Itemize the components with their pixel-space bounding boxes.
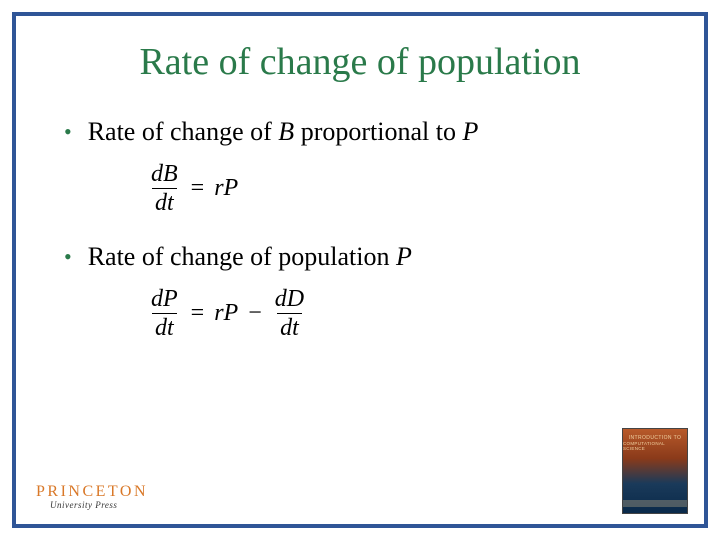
princeton-subtitle: University Press — [50, 500, 148, 510]
bullet-dot-icon: • — [64, 241, 72, 273]
bullet-2-var-p: P — [396, 242, 412, 271]
eq1-fraction: dB dt — [148, 162, 181, 215]
eq2-rhs-numerator: dD — [272, 287, 307, 313]
bullet-2: • Rate of change of population P — [64, 241, 664, 273]
eq2-lhs-denominator: dt — [152, 313, 177, 340]
eq2-equals: = — [187, 300, 209, 327]
bullet-dot-icon: • — [64, 116, 72, 148]
eq2-mid: rP — [214, 300, 238, 327]
eq2-rhs-denominator: dt — [277, 313, 302, 340]
bullet-1-pre: Rate of change of — [88, 117, 279, 146]
eq2-fraction-rhs: dD dt — [272, 287, 307, 340]
slide-title: Rate of change of population — [16, 40, 704, 84]
bullet-1-var-p: P — [462, 117, 478, 146]
eq2-lhs-numerator: dP — [148, 287, 181, 313]
eq1-numerator: dB — [148, 162, 181, 188]
bullet-1-mid: proportional to — [294, 117, 462, 146]
bullet-2-pre: Rate of change of population — [88, 242, 396, 271]
eq1-rhs: rP — [214, 175, 238, 202]
slide-frame: Rate of change of population • Rate of c… — [12, 12, 708, 528]
bullet-2-text: Rate of change of population P — [88, 241, 412, 273]
eq2-minus: − — [244, 300, 266, 327]
slide-content: • Rate of change of B proportional to P … — [16, 116, 704, 340]
book-cover-icon: INTRODUCTION TO COMPUTATIONAL SCIENCE — [622, 428, 688, 514]
eq1-equals: = — [187, 175, 209, 202]
bullet-1-var-b: B — [278, 117, 294, 146]
book-title-line2: COMPUTATIONAL SCIENCE — [623, 441, 687, 451]
book-author-band — [623, 500, 687, 507]
bullet-1: • Rate of change of B proportional to P — [64, 116, 664, 148]
equation-2: dP dt = rP − dD dt — [148, 287, 664, 340]
equation-1: dB dt = rP — [148, 162, 664, 215]
eq1-denominator: dt — [152, 188, 177, 215]
bullet-1-text: Rate of change of B proportional to P — [88, 116, 479, 148]
princeton-wordmark: PRINCETON — [36, 483, 148, 501]
eq2-fraction-lhs: dP dt — [148, 287, 181, 340]
princeton-logo: PRINCETON University Press — [36, 483, 148, 510]
